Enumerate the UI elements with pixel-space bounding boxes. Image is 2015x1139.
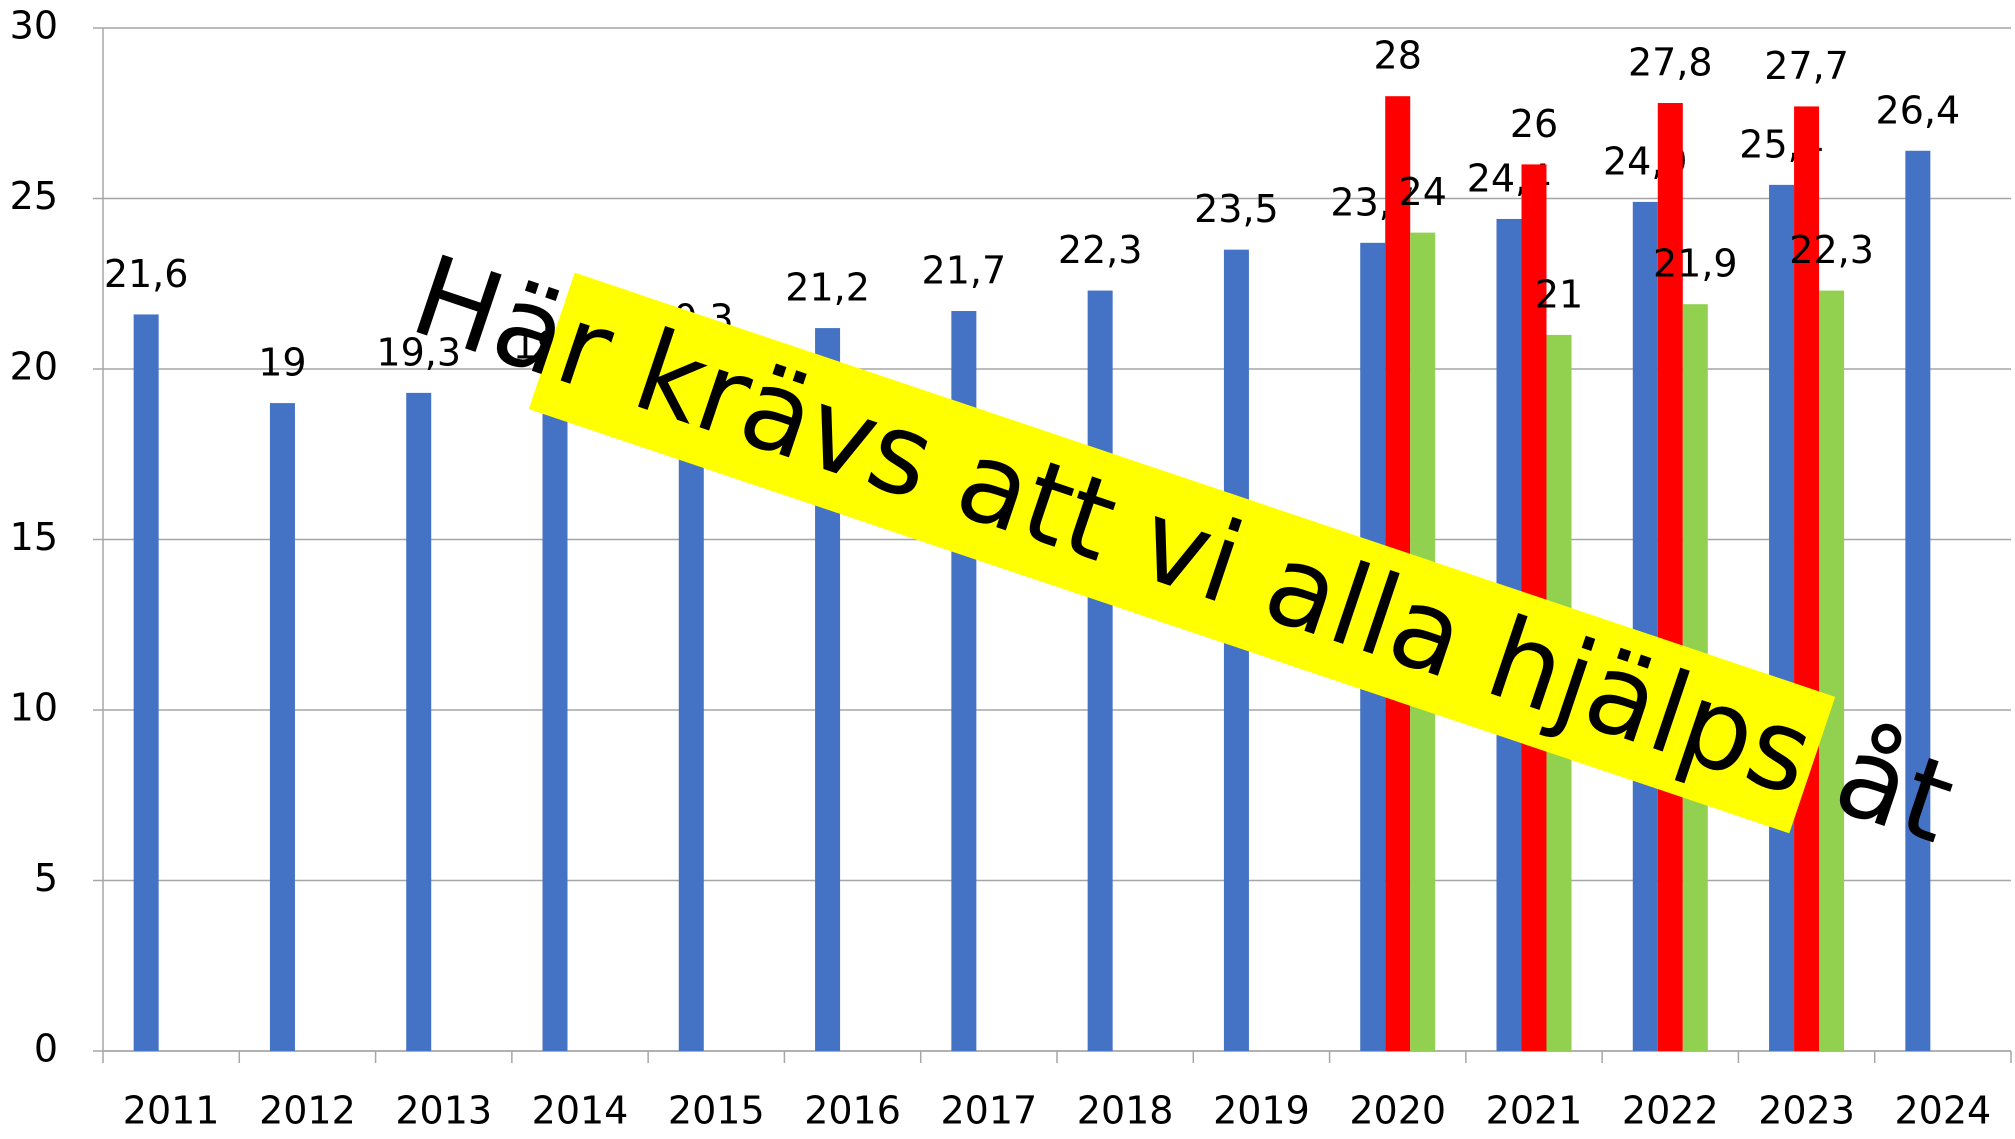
bar [406,392,432,1051]
annotation-banner: Här krävs att vi alla hjälps åt [398,231,1969,869]
value-label: 28 [1374,34,1422,78]
value-label: 21,9 [1653,242,1738,286]
x-tick-label: 2021 [1486,1089,1583,1133]
value-label: 23,5 [1194,187,1279,231]
x-tick-label: 2012 [259,1089,356,1133]
x-tick-label: 2020 [1349,1089,1446,1133]
bar [1632,201,1658,1051]
value-label: 24 [1399,170,1447,214]
x-tick-label: 2016 [804,1089,901,1133]
bar [1657,103,1683,1051]
value-label: 22,3 [1058,228,1143,272]
x-tick-label: 2014 [532,1089,629,1133]
x-tick-label: 2015 [668,1089,765,1133]
bar [269,403,295,1052]
x-tick-label: 2024 [1894,1089,1991,1133]
x-tick-label: 2011 [123,1089,220,1133]
x-tick-label: 2019 [1213,1089,1310,1133]
x-tick-label: 2022 [1622,1089,1719,1133]
bar [1769,184,1795,1052]
value-label: 19 [258,341,306,385]
value-label: 27,8 [1628,41,1713,85]
x-tick-label: 2013 [395,1089,492,1133]
y-tick-label: 5 [34,856,58,900]
value-label: 22,3 [1789,228,1874,272]
annotation: Här krävs att vi alla hjälps åt [398,231,1969,869]
y-tick-label: 20 [10,345,58,389]
x-tick-label: 2023 [1758,1089,1855,1133]
value-label: 21,7 [922,249,1007,293]
bar [678,358,704,1051]
bar [1223,249,1249,1051]
y-tick-label: 25 [10,174,58,218]
x-tick-label: 2017 [940,1089,1037,1133]
x-tick-label: 2018 [1077,1089,1174,1133]
value-label: 27,7 [1764,44,1849,88]
value-label: 21 [1535,272,1583,316]
bar [1819,290,1845,1051]
y-tick-label: 0 [34,1027,58,1071]
bar [1905,150,1931,1051]
bar [1794,106,1820,1052]
value-label: 26 [1510,102,1558,146]
bar [133,314,159,1051]
y-tick-label: 10 [10,686,58,730]
value-label: 19,3 [376,330,461,374]
bar [542,386,568,1051]
banner-background [528,272,1836,834]
value-label: 21,2 [785,266,870,310]
value-label: 21,6 [104,252,189,296]
value-label: 26,4 [1876,88,1961,132]
y-tick-label: 15 [10,515,58,559]
y-tick-label: 30 [10,4,58,48]
bar [1087,290,1113,1051]
